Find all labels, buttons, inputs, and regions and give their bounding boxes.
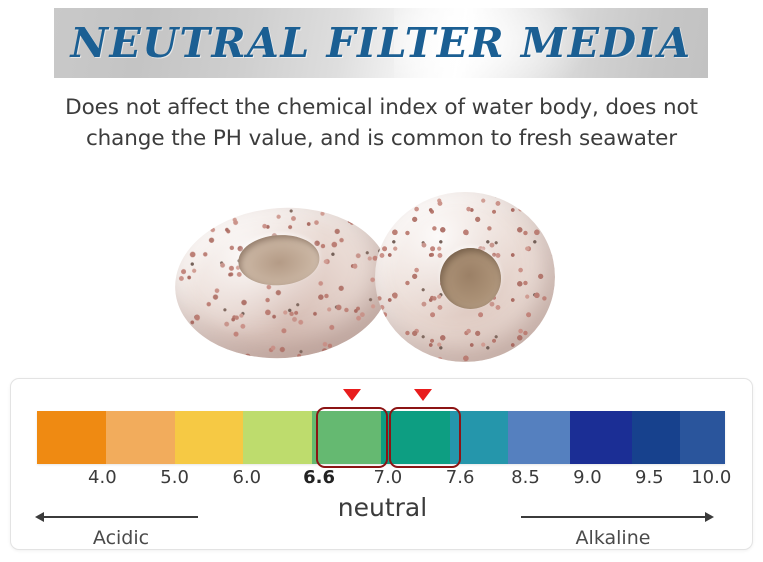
ph-segment-6 [449, 411, 509, 464]
subtitle-text: Does not affect the chemical index of wa… [0, 92, 763, 154]
ph-segment-2 [174, 411, 244, 464]
ph-tick-6-0: 6.0 [232, 467, 262, 488]
acidic-label: Acidic [92, 527, 150, 549]
ph-segment-9 [632, 411, 681, 464]
ball-center-hole-right [439, 248, 501, 310]
ph-tick-7-0: 7.0 [373, 467, 403, 488]
ph-tick-5-0: 5.0 [160, 467, 189, 488]
filter-media-ball-right [375, 192, 555, 362]
ph-segment-0 [37, 411, 106, 464]
ph-color-bar [37, 411, 725, 464]
ph-tick-labels: 4.0 5.0 6.0 6.6 7.0 7.6 8.5 9.0 9.5 10.0 [37, 467, 731, 491]
title-banner: NEUTRAL FILTER MEDIA [54, 0, 708, 106]
ph-scale-card: 4.0 5.0 6.0 6.6 7.0 7.6 8.5 9.0 9.5 10.0 neutral … [10, 378, 753, 550]
ph-marker-triangle-7-0 [343, 389, 361, 401]
ph-tick-10-0: 10.0 [691, 467, 732, 488]
ph-tick-4-0: 4.0 [88, 467, 117, 488]
ph-tick-6-6: 6.6 [303, 467, 336, 488]
ph-legend-row: neutral Acidic Alkaline [11, 493, 754, 549]
ph-segment-10 [680, 411, 725, 464]
ph-segment-8 [570, 411, 633, 464]
ph-segment-4 [312, 411, 381, 464]
alkaline-arrow-icon [521, 512, 714, 522]
ph-tick-9-0: 9.0 [573, 467, 602, 488]
subtitle-line-2: change the PH value, and is common to fr… [85, 126, 678, 151]
ph-marker-triangle-7-6 [414, 389, 432, 401]
ph-segment-1 [105, 411, 175, 464]
page-title: NEUTRAL FILTER MEDIA [70, 19, 692, 67]
filter-media-ball-left [170, 200, 395, 366]
neutral-label: neutral [337, 493, 428, 522]
subtitle-line-1: Does not affect the chemical index of wa… [65, 95, 698, 120]
ph-tick-8-5: 8.5 [511, 467, 540, 488]
ph-segment-3 [243, 411, 313, 464]
product-photo [165, 188, 565, 373]
ph-segment-5 [380, 411, 450, 464]
alkaline-label: Alkaline [575, 527, 651, 549]
acidic-arrow-icon [35, 512, 198, 522]
ph-tick-9-5: 9.5 [634, 467, 664, 488]
ph-tick-7-6: 7.6 [445, 467, 475, 488]
ph-segment-7 [508, 411, 571, 464]
